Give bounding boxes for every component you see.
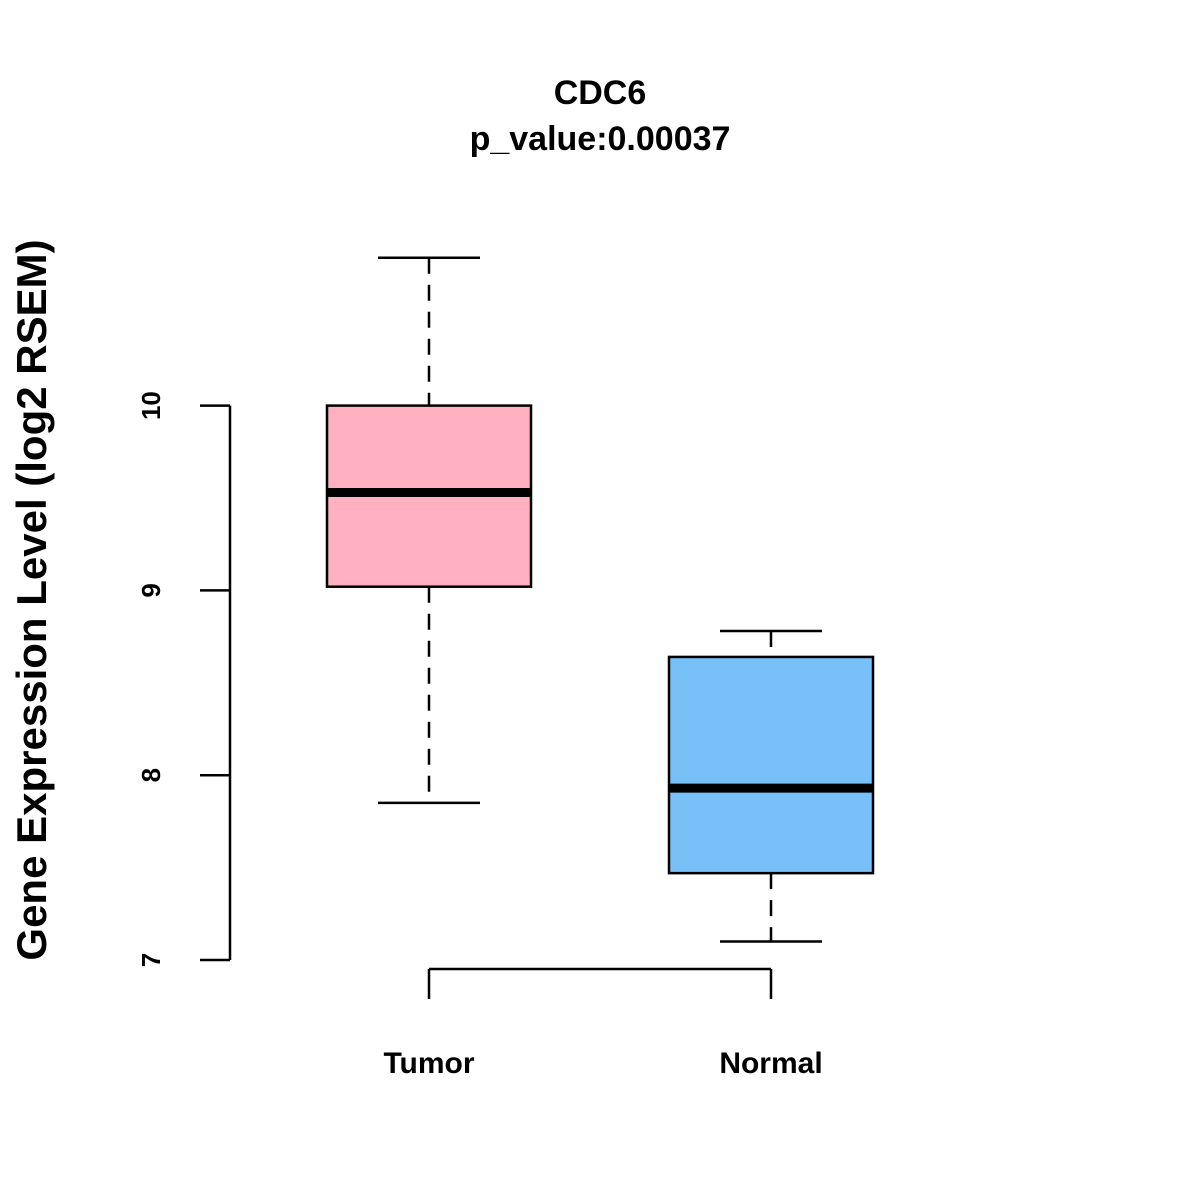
category-labels: Tumor Normal: [383, 1047, 822, 1080]
iqr-box: [667, 655, 875, 875]
x-category-label: Tumor: [383, 1047, 474, 1080]
box-group-normal: [667, 629, 875, 943]
y-tick-label: 10: [136, 391, 166, 420]
y-tick-label: 8: [136, 768, 166, 782]
y-axis-label: Gene Expression Level (log2 RSEM): [8, 239, 55, 960]
boxes-layer: [325, 256, 875, 943]
x-category-label: Normal: [719, 1047, 822, 1080]
y-axis: 7 8 9 10: [136, 391, 232, 967]
y-tick-label: 7: [136, 953, 166, 967]
box-group-tumor: [325, 256, 533, 805]
x-axis: [427, 967, 773, 999]
chart-title: CDC6: [554, 74, 647, 112]
y-tick-label: 9: [136, 583, 166, 597]
chart-subtitle: p_value:0.00037: [470, 120, 731, 158]
